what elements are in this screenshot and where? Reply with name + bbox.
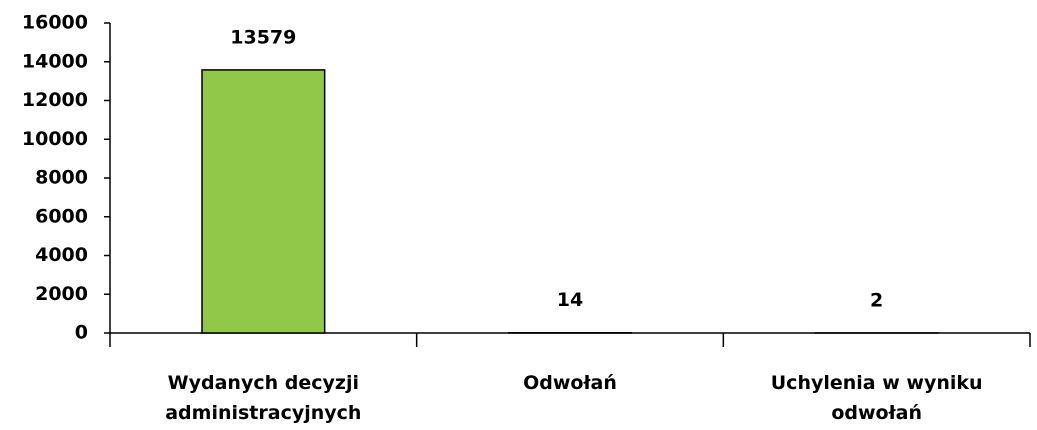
y-tick-label: 10000 [22,128,88,150]
bar [201,69,326,334]
y-tick-label: 8000 [35,167,88,189]
x-tick-label: Odwołań [523,372,617,394]
y-tick-label: 2000 [35,283,88,305]
y-tick-label: 0 [75,322,88,344]
y-tick-label: 6000 [35,205,88,227]
x-tick-label: Uchylenia w wyniku odwołań [770,372,983,424]
data-label: 2 [870,289,883,311]
y-tick-label: 4000 [35,244,88,266]
y-tick-label: 16000 [22,12,88,34]
data-label: 14 [557,289,583,311]
x-tick-label: Wydanych decyzji administracyjnych [165,372,362,424]
y-tick-label: 12000 [22,89,88,111]
y-tick-label: 14000 [22,50,88,72]
data-label: 13579 [230,26,296,48]
